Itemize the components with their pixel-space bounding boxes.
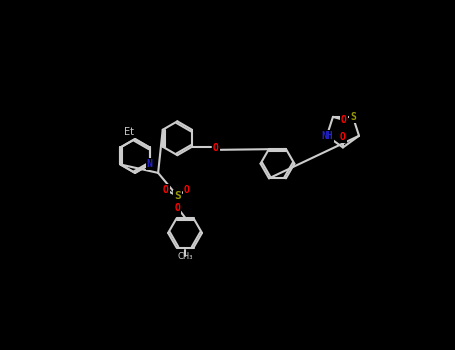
Text: Et: Et (124, 127, 134, 137)
Text: O: O (213, 143, 219, 153)
Text: O: O (174, 203, 180, 212)
Text: N: N (147, 160, 152, 169)
Text: O: O (340, 132, 346, 142)
Text: O: O (163, 185, 169, 195)
Text: O: O (184, 185, 190, 195)
Text: S: S (174, 191, 181, 201)
Text: S: S (350, 112, 356, 122)
Text: NH: NH (321, 131, 333, 141)
Text: O: O (341, 115, 347, 125)
Text: CH₃: CH₃ (177, 252, 193, 260)
